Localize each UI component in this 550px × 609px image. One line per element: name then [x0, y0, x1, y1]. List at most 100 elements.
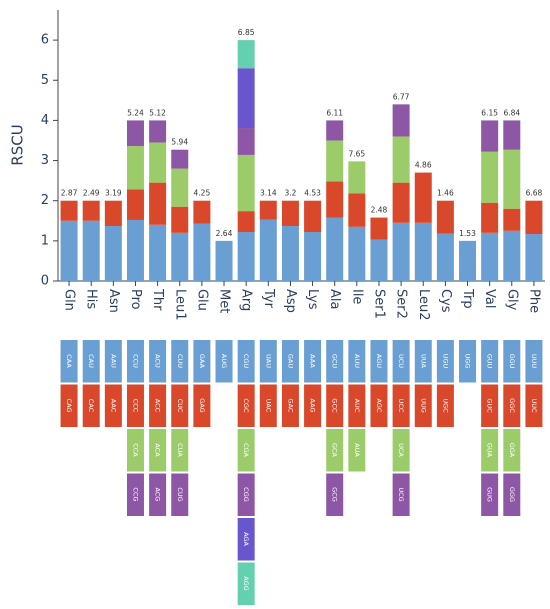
- codon-cell: [326, 340, 344, 383]
- codon-label: ACC: [154, 399, 162, 413]
- bar-annotation: 6.11: [326, 108, 343, 117]
- codon-cell: [481, 473, 499, 516]
- codon-label: AUG: [220, 354, 228, 368]
- x-tick-label: Leu2: [416, 289, 431, 321]
- codon-label: ACA: [154, 443, 162, 457]
- codon-cell: [392, 384, 410, 427]
- x-tick-label: Ala: [327, 289, 342, 309]
- bar-segment: [104, 200, 122, 226]
- bar-segment: [459, 240, 477, 281]
- codon-cell: [281, 340, 299, 383]
- codon-label: AAU: [109, 354, 117, 368]
- codon-label: AAC: [109, 399, 117, 413]
- codon-cell: [193, 384, 211, 427]
- codon-label: UAC: [264, 399, 272, 413]
- codon-label: CGC: [242, 398, 250, 413]
- bar-segment: [392, 136, 410, 183]
- bar-segment: [281, 200, 299, 226]
- bar-segment: [436, 233, 454, 281]
- bar-segment: [503, 230, 521, 281]
- bar-annotation: 2.87: [61, 189, 78, 198]
- bar-segment: [481, 232, 499, 281]
- bar-annotation: 5.94: [171, 138, 188, 147]
- codon-cell: [171, 473, 189, 516]
- bar-segment: [171, 149, 189, 169]
- bar-annotation: 6.77: [393, 92, 410, 101]
- bar-annotation: 6.85: [238, 28, 255, 37]
- bar-annotation: 3.2: [284, 189, 296, 198]
- codon-label: ACU: [154, 354, 162, 368]
- codon-cell: [237, 429, 255, 472]
- codon-cell: [370, 340, 388, 383]
- codon-label: CUA: [176, 443, 184, 457]
- y-tick-label: 6: [41, 33, 49, 48]
- codon-label: CUG: [176, 487, 184, 501]
- bar-segment: [171, 206, 189, 233]
- bar-segment: [60, 200, 78, 221]
- bar-segment: [326, 120, 344, 141]
- codon-label: AGG: [242, 576, 250, 590]
- codon-label: UUA: [419, 354, 427, 369]
- bar-segment: [126, 146, 144, 190]
- codon-label: CCU: [131, 354, 139, 368]
- codon-label: GAA: [198, 354, 206, 369]
- y-tick-label: 2: [41, 193, 49, 208]
- codon-cell: [60, 384, 78, 427]
- codon-cell: [503, 340, 521, 383]
- codon-label: AGC: [375, 399, 383, 413]
- bar-segment: [259, 200, 277, 220]
- codon-label: UUU: [530, 354, 538, 369]
- bar-segment: [104, 225, 122, 281]
- codon-cell: [126, 473, 144, 516]
- codon-label: UUC: [530, 398, 538, 413]
- bar-segment: [237, 128, 255, 155]
- x-tick-label: Lys: [305, 289, 320, 310]
- bar-segment: [304, 200, 322, 233]
- codon-label: UCG: [397, 487, 405, 501]
- codon-label: CAA: [65, 354, 73, 368]
- codon-cell: [149, 340, 167, 383]
- codon-cell: [259, 340, 277, 383]
- codon-cell: [193, 340, 211, 383]
- bar-segment: [149, 142, 167, 183]
- codon-label: CCA: [131, 443, 139, 457]
- codon-cell: [436, 340, 454, 383]
- bar-segment: [149, 120, 167, 143]
- bar-annotation: 3.19: [105, 189, 122, 198]
- bar-annotation: 6.15: [481, 108, 498, 117]
- bar-segment: [193, 200, 211, 224]
- bar-segment: [126, 120, 144, 147]
- codon-label: CAU: [87, 354, 95, 368]
- codon-cell: [60, 340, 78, 383]
- codon-cell: [304, 340, 322, 383]
- codon-label: GUU: [486, 354, 494, 369]
- bar-segment: [193, 223, 211, 281]
- codon-cell: [348, 384, 366, 427]
- bar-segment: [481, 120, 499, 152]
- codon-label: GGC: [508, 398, 516, 413]
- x-tick-label: Thr: [150, 288, 165, 311]
- bar-segment: [215, 240, 233, 281]
- bar-segment: [237, 211, 255, 233]
- bar-segment: [237, 154, 255, 212]
- x-tick-label: Ser2: [394, 289, 409, 319]
- x-tick-label: Tyr: [261, 288, 276, 309]
- x-tick-label: Phe: [526, 289, 541, 313]
- bar-segment: [281, 225, 299, 281]
- codon-cell: [525, 384, 543, 427]
- x-tick-label: Asn: [106, 289, 121, 313]
- bar-segment: [414, 172, 432, 223]
- codon-cell: [326, 473, 344, 516]
- codon-label: CAG: [65, 399, 73, 413]
- codon-label: UAU: [264, 354, 272, 368]
- codon-cell: [326, 384, 344, 427]
- bar-annotation: 4.86: [415, 161, 432, 170]
- bar-segment: [348, 193, 366, 227]
- x-tick-label: Glu: [194, 289, 209, 311]
- x-tick-label: His: [84, 289, 99, 309]
- bar-segment: [392, 222, 410, 281]
- bar-segment: [503, 149, 521, 209]
- codon-label: AAA: [309, 354, 317, 368]
- bar-annotation: 3.14: [260, 189, 277, 198]
- codon-label: AGA: [242, 532, 250, 546]
